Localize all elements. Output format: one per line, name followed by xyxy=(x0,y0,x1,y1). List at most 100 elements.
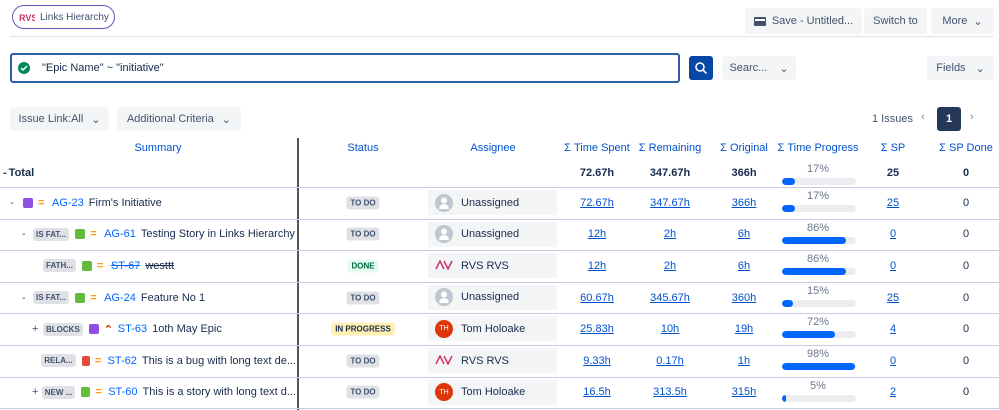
avatar xyxy=(435,193,453,212)
expander[interactable]: + xyxy=(32,386,39,399)
issue-summary: Feature No 1 xyxy=(140,291,206,304)
column-header[interactable]: Σ Original xyxy=(720,142,768,154)
cell-value[interactable]: 6h xyxy=(737,259,751,272)
switch-button[interactable]: Switch to xyxy=(864,8,927,34)
expander[interactable]: - xyxy=(3,166,7,179)
assignee-name: RVS RVS xyxy=(461,259,509,272)
divider xyxy=(10,36,994,37)
cell-value[interactable]: 0 xyxy=(889,354,897,367)
column-header[interactable]: Σ SP Done xyxy=(939,142,993,154)
cell-value[interactable]: 4 xyxy=(889,323,897,336)
save-icon xyxy=(753,16,766,26)
next-page[interactable]: › xyxy=(970,111,974,123)
status-lozenge: TO DO xyxy=(346,196,380,210)
assignee-cell: Unassigned xyxy=(428,221,557,247)
avatar: TH xyxy=(435,383,453,402)
cell-value[interactable]: 2h xyxy=(663,259,677,272)
assignee-cell: RVS RVS xyxy=(428,253,557,279)
search-button[interactable] xyxy=(689,56,713,80)
issue-row: + BLOCKS ⌃ ST-63 1oth May Epic IN PROGRESS TH T… xyxy=(0,313,999,346)
status-lozenge: IN PROGRESS xyxy=(331,322,395,336)
cell-value[interactable]: 0 xyxy=(889,228,897,241)
cell-value[interactable]: 360h xyxy=(731,291,757,304)
expander[interactable]: + xyxy=(32,323,39,336)
person-icon xyxy=(439,228,449,241)
cell-value[interactable]: 347.67h xyxy=(650,196,690,209)
person-icon xyxy=(439,291,449,304)
cell-value[interactable]: 25 xyxy=(886,291,900,304)
issue-key[interactable]: AG-23 xyxy=(52,196,84,209)
rvs-logo xyxy=(435,353,453,366)
issue-summary: Testing Story in Links Hierarchy xyxy=(140,228,295,241)
cell-value[interactable]: 366h xyxy=(731,196,757,209)
expander[interactable]: - xyxy=(10,196,14,209)
cell-value[interactable]: 60.67h xyxy=(580,291,614,304)
cell-value[interactable]: 2h xyxy=(663,228,677,241)
fields-button[interactable]: Fields ⌄ xyxy=(927,56,994,80)
cell-value[interactable]: 1h xyxy=(737,354,751,367)
cell-value: 0 xyxy=(962,386,970,399)
prev-page[interactable]: ‹ xyxy=(921,111,925,123)
issue-summary: westtt xyxy=(145,259,175,272)
issue-summary: This is a story with long text d... xyxy=(142,386,296,399)
search-select[interactable]: Searc... ⌄ xyxy=(722,56,796,80)
cell-value[interactable]: 0 xyxy=(889,259,897,272)
expander[interactable]: - xyxy=(22,228,26,241)
cell-value[interactable]: 0.17h xyxy=(656,354,684,367)
summary-cell: FATH... = ST-67 westtt xyxy=(0,250,296,282)
cell-value: 0 xyxy=(962,196,970,209)
column-header[interactable]: Σ SP xyxy=(880,142,906,154)
cell-value[interactable]: 2 xyxy=(889,386,897,399)
progress-track xyxy=(782,363,856,370)
cell-value[interactable]: 313.5h xyxy=(653,386,687,399)
column-header[interactable]: Summary xyxy=(134,142,182,154)
cell-value: 0 xyxy=(962,166,970,179)
more-button[interactable]: More ⌄ xyxy=(931,8,994,34)
assignee-name: Unassigned xyxy=(461,228,520,241)
issue-row: RELA... = ST-62 This is a bug with long tex… xyxy=(0,345,999,378)
additional-filter[interactable]: Additional Criteria ⌄ xyxy=(117,107,241,131)
issue-key[interactable]: ST-63 xyxy=(117,323,148,336)
cell-value[interactable]: 345.67h xyxy=(650,291,690,304)
person-icon xyxy=(439,197,449,209)
issue-link-filter[interactable]: Issue Link:All ⌄ xyxy=(10,107,109,131)
app-button[interactable]: RVS Links Hierarchy xyxy=(12,5,115,29)
issue-type-icon xyxy=(81,387,91,398)
issue-key[interactable]: AG-24 xyxy=(104,291,136,304)
cell-value[interactable]: 12h xyxy=(587,228,607,241)
column-header[interactable]: Assignee xyxy=(470,142,516,154)
cell-value[interactable]: 25.83h xyxy=(580,323,614,336)
column-header[interactable]: Σ Time Progress xyxy=(777,142,859,154)
issue-key[interactable]: ST-62 xyxy=(107,354,137,367)
issue-key[interactable]: ST-67 xyxy=(110,259,141,272)
summary-cell: - IS FAT... = AG-61 Testing Story in Links H… xyxy=(0,219,296,251)
chevron: ⌄ xyxy=(779,62,789,75)
issue-type-icon xyxy=(88,324,99,335)
cell-value[interactable]: 315h xyxy=(731,386,757,399)
current-page[interactable]: 1 xyxy=(937,107,961,131)
status-lozenge: TO DO xyxy=(346,385,380,399)
cell-value[interactable]: 9.33h xyxy=(583,354,611,367)
cell-value[interactable]: 19h xyxy=(734,323,754,336)
cell-value: 366h xyxy=(731,166,757,179)
priority-icon: = xyxy=(96,259,104,272)
cell-value[interactable]: 12h xyxy=(587,259,607,272)
issue-key[interactable]: ST-60 xyxy=(108,386,138,399)
column-header[interactable]: Status xyxy=(347,142,379,154)
issue-key[interactable]: AG-61 xyxy=(104,228,136,241)
link-type-badge: NEW ... xyxy=(41,385,76,399)
progress-bar xyxy=(782,205,795,212)
column-header[interactable]: Σ Time Spent xyxy=(564,142,630,154)
cell-value[interactable]: 16.5h xyxy=(583,386,611,399)
issue-summary: 1oth May Epic xyxy=(152,323,222,336)
progress-bar xyxy=(782,331,836,339)
cell-value[interactable]: 25 xyxy=(886,196,900,209)
cell-value[interactable]: 6h xyxy=(737,228,751,241)
cell-value[interactable]: 10h xyxy=(660,323,680,336)
column-header[interactable]: Σ Remaining xyxy=(638,142,702,154)
save-button[interactable]: Save - Untitled... xyxy=(745,8,862,34)
search-input[interactable]: "Epic Name" ~ "initiative" xyxy=(10,53,680,83)
expander[interactable]: - xyxy=(22,291,26,304)
issue-link-label: Issue Link:All xyxy=(18,113,84,125)
cell-value[interactable]: 72.67h xyxy=(580,196,614,209)
